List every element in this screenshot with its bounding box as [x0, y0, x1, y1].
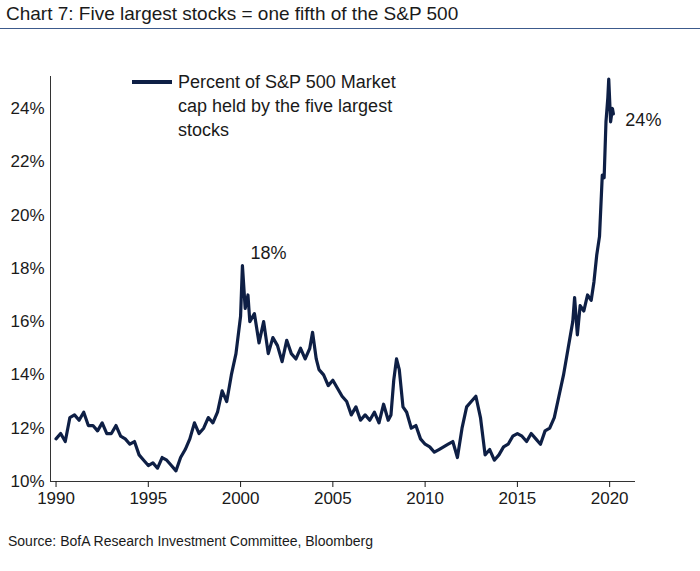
svg-text:10%: 10% [10, 471, 45, 491]
svg-text:24%: 24% [625, 110, 661, 130]
svg-text:18%: 18% [250, 243, 286, 263]
svg-text:20%: 20% [10, 205, 44, 224]
svg-text:2005: 2005 [314, 489, 352, 508]
svg-text:2020: 2020 [591, 489, 629, 508]
html-text:Percent of S&P 500 Market cap: Percent of S&P 500 Market cap held by th… [178, 72, 396, 140]
html-text:Source: BofA Research Investme: Source: BofA Research Investment Committ… [8, 533, 373, 549]
svg-text:1990: 1990 [37, 489, 75, 508]
svg-text:14%: 14% [10, 365, 44, 384]
svg-text:12%: 12% [10, 419, 44, 438]
svg-text:18%: 18% [10, 259, 44, 278]
html-text:Chart 7: Five largest stocks =: Chart 7: Five largest stocks = one fifth… [6, 3, 459, 24]
svg-text:1995: 1995 [129, 489, 167, 508]
svg-text:2010: 2010 [406, 489, 444, 508]
svg-text:2015: 2015 [498, 489, 536, 508]
svg-text:16%: 16% [10, 312, 44, 331]
svg-text:24%: 24% [10, 99, 44, 118]
svg-text:2000: 2000 [222, 489, 260, 508]
svg-text:22%: 22% [10, 152, 44, 171]
